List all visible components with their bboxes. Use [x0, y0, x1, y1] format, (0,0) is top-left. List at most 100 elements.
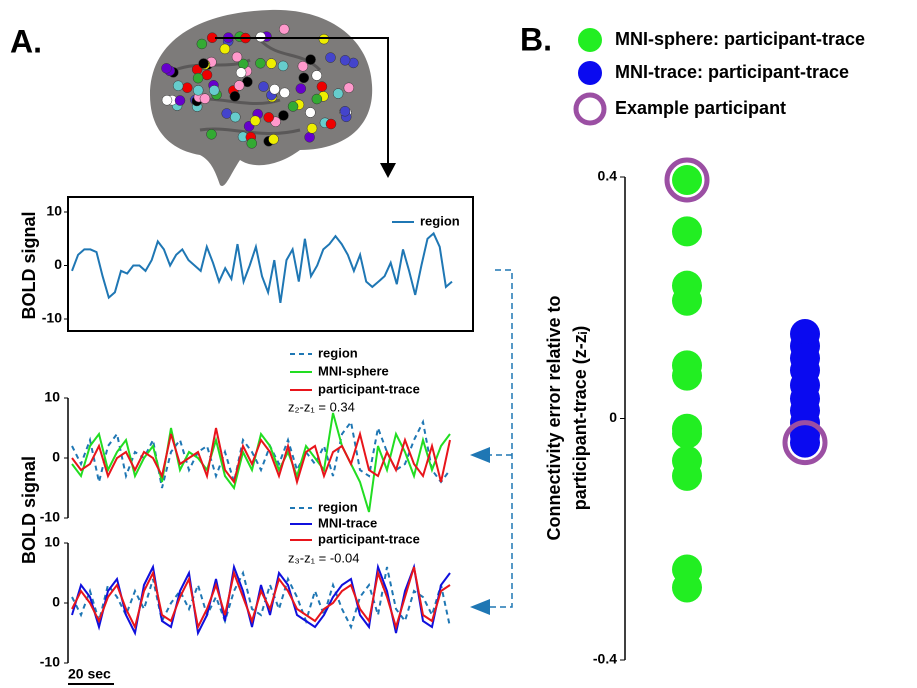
y-tick-label: 0	[52, 449, 60, 465]
panel-label: A.	[10, 23, 42, 59]
y-tick-label: 0	[54, 256, 62, 272]
brain-dot	[340, 106, 350, 116]
brain-dot	[279, 24, 289, 34]
y-tick-label: -0.4	[593, 651, 617, 667]
legend-label: region	[420, 213, 460, 228]
brain-dot	[173, 81, 183, 91]
brain-dot	[255, 58, 265, 68]
legend-swatch	[576, 95, 604, 123]
legend-swatch	[578, 61, 602, 85]
dashed-bracket	[490, 270, 512, 607]
y-axis-label: BOLD signal	[19, 456, 39, 564]
brain-dot	[182, 83, 192, 93]
arrow-head	[470, 447, 490, 463]
brain-dot	[197, 39, 207, 49]
brain-dot	[312, 70, 322, 80]
brain-dot	[344, 83, 354, 93]
plot-frame	[68, 197, 473, 331]
legend-swatch	[578, 28, 602, 52]
arrow-head	[380, 163, 396, 178]
legend-label: Example participant	[615, 98, 786, 118]
brain-dot	[193, 85, 203, 95]
brain-dot	[206, 129, 216, 139]
brain-dot	[312, 94, 322, 104]
brain-dot	[161, 63, 171, 73]
brain-dot	[298, 61, 308, 71]
legend-label: participant-trace	[318, 531, 420, 546]
brain-dot	[199, 59, 209, 69]
data-point	[672, 419, 702, 449]
data-point	[672, 286, 702, 316]
data-point	[672, 165, 702, 195]
annotation: z₂-z₁ = 0.34	[288, 399, 355, 414]
y-axis-label: participant-trace (z-zᵢ)	[570, 326, 590, 511]
brain-dot	[236, 68, 246, 78]
y-tick-label: 10	[46, 203, 62, 219]
brain-dot	[270, 84, 280, 94]
brain-dot	[209, 85, 219, 95]
panel-label: B.	[520, 21, 552, 57]
brain-dot	[162, 95, 172, 105]
scale-bar-label: 20 sec	[68, 666, 111, 682]
brain-dot	[299, 73, 309, 83]
brain-dot	[200, 94, 210, 104]
y-tick-label: -10	[40, 509, 60, 525]
brain-dot	[269, 134, 279, 144]
data-point	[672, 361, 702, 391]
brain-dot	[232, 52, 242, 62]
legend-label: MNI-sphere: participant-trace	[615, 29, 865, 49]
legend-label: participant-trace	[318, 381, 420, 396]
y-tick-label: 0	[609, 409, 617, 425]
brain-dot	[326, 53, 336, 63]
brain-dot	[230, 112, 240, 122]
y-axis-label: BOLD signal	[19, 211, 39, 319]
brain-dot	[259, 82, 269, 92]
brain-dot	[319, 34, 329, 44]
annotation: z₃-z₁ = -0.04	[288, 550, 359, 565]
brain-dot	[264, 112, 274, 122]
brain-dot	[296, 84, 306, 94]
legend-label: MNI-trace	[318, 515, 377, 530]
brain-dot	[230, 91, 240, 101]
brain-dot	[193, 73, 203, 83]
brain-dot	[340, 55, 350, 65]
brain-dot	[305, 132, 315, 142]
y-tick-label: 10	[44, 534, 60, 550]
series-line	[72, 233, 452, 303]
arrow-head	[470, 599, 490, 615]
brain-dot	[220, 44, 230, 54]
y-tick-label: -10	[40, 654, 60, 670]
brain-dot	[234, 81, 244, 91]
brain-dot	[326, 119, 336, 129]
brain-dot	[278, 110, 288, 120]
brain-dot	[175, 96, 185, 106]
brain-dot	[288, 101, 298, 111]
brain-dot	[305, 108, 315, 118]
data-point	[672, 461, 702, 491]
y-tick-label: 0.4	[598, 168, 618, 184]
y-tick-label: 0	[52, 594, 60, 610]
legend-label: region	[318, 345, 358, 360]
brain-dot	[256, 32, 266, 42]
legend-label: MNI-trace: participant-trace	[615, 62, 849, 82]
legend-label: region	[318, 499, 358, 514]
brain-dot	[280, 88, 290, 98]
series-line	[72, 422, 450, 488]
brain-dot	[247, 138, 257, 148]
brain-dot	[202, 70, 212, 80]
series-line	[72, 567, 450, 627]
y-tick-label: -10	[42, 310, 62, 326]
brain-dot	[306, 55, 316, 65]
figure: A.-10010regionBOLD signal-10010regionMNI…	[0, 0, 917, 688]
data-point	[672, 573, 702, 603]
brain-dot	[317, 82, 327, 92]
brain-dot	[250, 116, 260, 126]
brain-dot	[333, 89, 343, 99]
legend-label: MNI-sphere	[318, 363, 389, 378]
data-point	[672, 216, 702, 246]
y-tick-label: 10	[44, 389, 60, 405]
data-point	[790, 428, 820, 458]
brain-dot	[307, 123, 317, 133]
brain-illustration	[150, 10, 372, 186]
y-axis-label: Connectivity error relative to	[544, 295, 564, 540]
